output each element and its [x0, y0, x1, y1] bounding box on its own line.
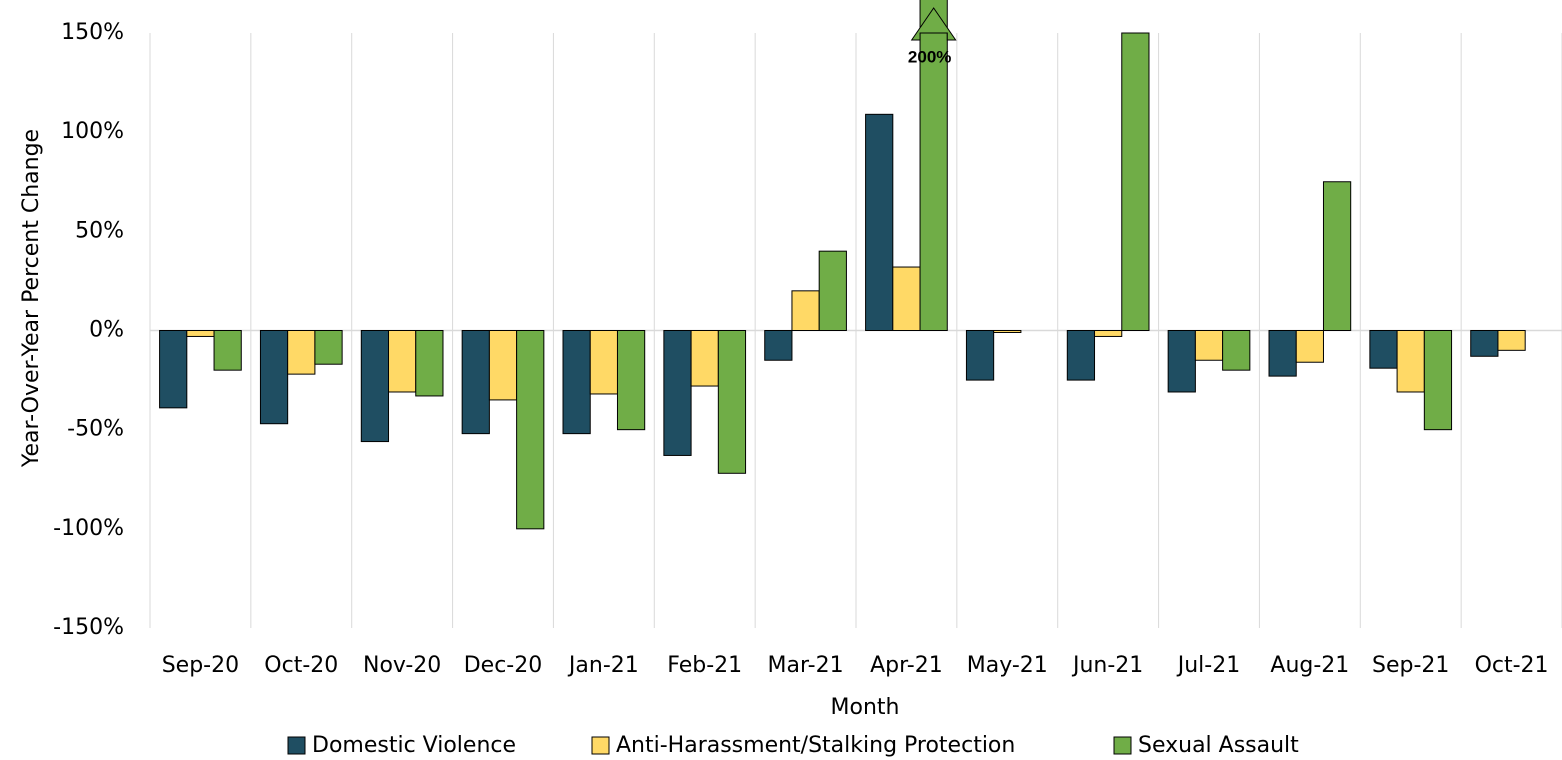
bar: [314, 330, 343, 365]
bar: [965, 330, 995, 381]
bar: [1066, 330, 1096, 381]
bar: [892, 266, 921, 331]
bar: [1121, 32, 1150, 331]
y-tick-label: 50%: [75, 218, 124, 243]
y-tick-label: -150%: [53, 615, 124, 640]
legend-swatch: [1113, 736, 1132, 755]
bar: [919, 0, 948, 331]
bar: [764, 330, 793, 361]
bar: [1295, 330, 1324, 363]
bar: [1396, 330, 1425, 393]
y-tick-label: 100%: [61, 119, 124, 144]
bar: [562, 330, 591, 435]
bar: [616, 330, 646, 431]
bar: [360, 330, 390, 443]
bar: [159, 330, 188, 409]
bar: [1470, 330, 1499, 357]
legend-label: Domestic Violence: [312, 733, 516, 758]
bar: [415, 330, 444, 397]
bar: [818, 250, 847, 332]
bar: [663, 330, 692, 456]
x-tick-label: Sep-20: [162, 653, 239, 678]
legend-label: Anti-Harassment/Stalking Protection: [616, 733, 1015, 758]
bar: [865, 113, 894, 331]
x-tick-label: Oct-21: [1475, 653, 1549, 678]
bar-overflow-cover: [921, 38, 947, 44]
x-axis-title: Month: [831, 695, 900, 720]
value-label: 200%: [908, 47, 951, 66]
bar: [791, 290, 820, 332]
bar: [690, 330, 719, 387]
bars: [159, 0, 1526, 530]
bar: [488, 330, 518, 401]
bar: [1322, 181, 1352, 331]
bar: [1194, 330, 1224, 361]
x-tick-label: Dec-20: [464, 653, 543, 678]
x-tick-label: Apr-21: [870, 653, 943, 678]
x-tick-label: Jul-21: [1176, 653, 1240, 678]
y-tick-label: -50%: [67, 417, 124, 442]
x-tick-label: Mar-21: [768, 653, 844, 678]
x-tick-label: Jun-21: [1071, 653, 1143, 678]
legend-swatch: [591, 736, 610, 755]
bar: [186, 330, 215, 337]
x-tick-label: Jan-21: [567, 653, 639, 678]
bar: [993, 330, 1022, 333]
x-tick-label: Feb-21: [667, 653, 742, 678]
y-tick-label: 150%: [61, 20, 124, 45]
y-axis-title: Year-Over-Year Percent Change: [19, 129, 44, 468]
bar: [213, 330, 242, 371]
bar: [388, 330, 417, 393]
x-tick-label: Oct-20: [264, 653, 338, 678]
overflow-arrow: [910, 7, 957, 41]
x-tick-label: Aug-21: [1270, 653, 1349, 678]
x-tick-label: Nov-20: [363, 653, 441, 678]
bar: [717, 330, 747, 474]
bar: [1423, 330, 1453, 431]
bar: [1222, 330, 1251, 371]
bar: [461, 330, 490, 435]
bar: [589, 330, 618, 395]
y-tick-label: 0%: [89, 318, 124, 343]
legend-swatch: [287, 736, 306, 755]
bar: [1167, 330, 1196, 393]
bar: [1369, 330, 1398, 369]
y-tick-label: -100%: [53, 516, 124, 541]
x-tick-label: May-21: [967, 653, 1048, 678]
bar: [287, 330, 316, 375]
bar: [516, 330, 545, 530]
x-tick-label: Sep-21: [1372, 653, 1449, 678]
bar: [1268, 330, 1297, 377]
bar: [259, 330, 289, 425]
bar: [1094, 330, 1123, 337]
bar: [1497, 330, 1526, 351]
legend-label: Sexual Assault: [1138, 733, 1299, 758]
